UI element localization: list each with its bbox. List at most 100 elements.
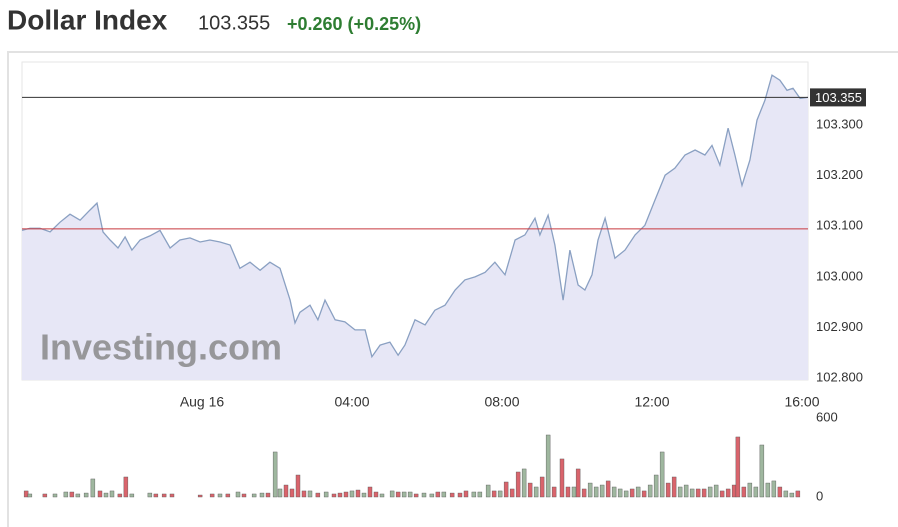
volume-bar bbox=[331, 493, 337, 498]
volume-bar bbox=[471, 491, 477, 498]
volume-bar bbox=[539, 476, 545, 498]
volume-bar bbox=[695, 488, 701, 498]
volume-bar bbox=[373, 491, 379, 498]
x-tick-label: 04:00 bbox=[334, 394, 369, 410]
volume-bar bbox=[217, 493, 223, 498]
volume-bar bbox=[713, 484, 719, 498]
volume-bar bbox=[241, 493, 247, 498]
volume-bar bbox=[559, 458, 565, 498]
volume-bar bbox=[235, 491, 241, 498]
y-tick-label: 103.000 bbox=[816, 268, 863, 283]
volume-bar bbox=[759, 444, 765, 498]
x-tick-label: Aug 16 bbox=[180, 394, 225, 410]
volume-bar bbox=[503, 481, 509, 498]
volume-bar bbox=[83, 492, 89, 498]
volume-bar bbox=[307, 490, 313, 498]
volume-bar bbox=[581, 488, 587, 498]
volume-bar bbox=[747, 482, 753, 498]
volume-bar bbox=[463, 490, 469, 498]
volume-bar bbox=[395, 491, 401, 498]
volume-bar bbox=[265, 492, 271, 498]
volume-bar bbox=[527, 482, 533, 498]
volume-bar bbox=[295, 474, 301, 498]
volume-bar bbox=[545, 434, 551, 498]
volume-bar bbox=[413, 493, 419, 498]
volume-bar bbox=[449, 492, 455, 498]
volume-bar bbox=[75, 493, 81, 498]
volume-bar bbox=[421, 492, 427, 498]
volume-bar bbox=[629, 488, 635, 498]
volume-bar bbox=[753, 486, 759, 498]
volume-bar bbox=[491, 490, 497, 498]
volume-bar bbox=[197, 494, 203, 498]
volume-bar bbox=[707, 486, 713, 498]
volume-bar bbox=[515, 471, 521, 498]
volume-bar bbox=[169, 493, 175, 498]
volume-bar bbox=[117, 493, 123, 498]
volume-bar bbox=[343, 491, 349, 498]
y-tick-label: 102.800 bbox=[816, 369, 863, 384]
volume-bar bbox=[259, 492, 265, 498]
volume-bar bbox=[641, 490, 647, 498]
volume-bar bbox=[647, 484, 653, 498]
volume-bar bbox=[315, 492, 321, 498]
volume-bar bbox=[575, 468, 581, 498]
volume-bar bbox=[277, 488, 283, 498]
volume-bar bbox=[23, 490, 29, 498]
volume-bar bbox=[251, 493, 257, 498]
volume-bar bbox=[719, 490, 725, 498]
volume-bar bbox=[209, 493, 215, 498]
volume-bar bbox=[795, 490, 801, 498]
y-tick-label: 103.300 bbox=[816, 117, 863, 132]
volume-bar bbox=[665, 482, 671, 498]
volume-bar bbox=[659, 451, 665, 498]
volume-bar bbox=[109, 490, 115, 498]
volume-bar bbox=[677, 486, 683, 498]
volume-tick-label: 600 bbox=[816, 409, 838, 424]
volume-tick-label: 0 bbox=[816, 488, 823, 503]
volume-bar bbox=[671, 476, 677, 498]
volume-bar bbox=[337, 492, 343, 498]
volume-bar bbox=[521, 468, 527, 498]
volume-bar bbox=[225, 493, 231, 498]
volume-bar bbox=[123, 476, 129, 498]
change: +0.260 (+0.25%) bbox=[287, 14, 421, 34]
volume-bar bbox=[635, 486, 641, 498]
y-tick-label: 102.900 bbox=[816, 319, 863, 334]
volume-bar bbox=[69, 491, 75, 498]
volume-bar bbox=[147, 492, 153, 498]
volume-bar bbox=[617, 488, 623, 498]
volume-bar bbox=[283, 484, 289, 498]
volume-bar bbox=[90, 478, 96, 498]
x-tick-label: 12:00 bbox=[634, 394, 669, 410]
volume-bar bbox=[441, 491, 447, 498]
volume-bar bbox=[379, 493, 385, 498]
watermark: Investing.com bbox=[40, 327, 282, 368]
price-tag-label: 103.355 bbox=[815, 90, 862, 105]
volume-bar bbox=[611, 486, 617, 498]
volume-bar bbox=[689, 488, 695, 498]
volume-bar bbox=[301, 490, 307, 498]
volume-bar bbox=[587, 482, 593, 498]
volume-bar bbox=[429, 493, 435, 498]
volume-bar bbox=[435, 491, 441, 498]
volume-bar bbox=[389, 490, 395, 498]
volume-bar bbox=[509, 488, 515, 498]
volume-bar bbox=[27, 493, 33, 498]
volume-bar bbox=[289, 488, 295, 498]
volume-bar bbox=[789, 492, 795, 498]
volume-bar bbox=[725, 488, 731, 498]
volume-bar bbox=[735, 436, 741, 498]
volume-bar bbox=[97, 490, 103, 498]
volume-bar bbox=[599, 484, 605, 498]
volume-bar bbox=[63, 491, 69, 498]
volume-bar bbox=[551, 486, 557, 498]
volume-bar bbox=[771, 480, 777, 498]
volume-bar bbox=[497, 490, 503, 498]
volume-bar bbox=[777, 486, 783, 498]
volume-bar bbox=[103, 492, 109, 498]
volume-bar bbox=[477, 491, 483, 498]
volume-bar bbox=[485, 484, 491, 498]
title: Dollar Index bbox=[7, 4, 168, 35]
